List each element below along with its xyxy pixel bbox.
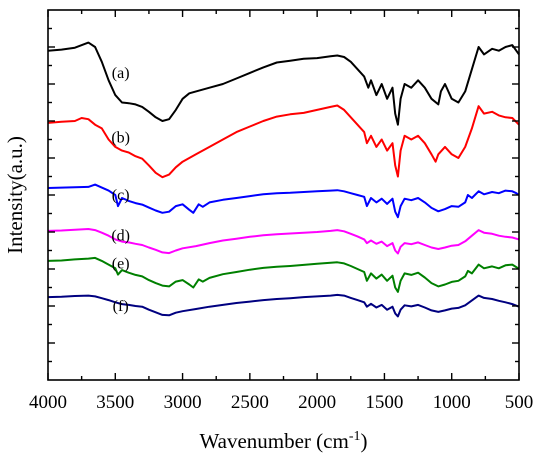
x-tick-label: 2000 xyxy=(298,392,336,413)
series-label-c: (c) xyxy=(112,187,130,204)
series-layer xyxy=(47,41,520,318)
series-line-d xyxy=(47,228,520,255)
x-axis-title-superscript: -1 xyxy=(349,429,361,444)
series-line-c xyxy=(47,183,520,219)
x-axis-title: Wavenumber (cm-1) xyxy=(200,429,368,453)
x-tick-label: 4000 xyxy=(29,392,67,413)
x-tick-label: 3000 xyxy=(164,392,202,413)
series-line-e xyxy=(47,256,520,293)
series-line-f xyxy=(47,293,520,318)
x-tick-labels: 4000 3500 3000 2500 2000 1500 1000 500 xyxy=(29,392,533,413)
series-label-b: (b) xyxy=(111,130,130,147)
series-line-b xyxy=(47,104,520,179)
series-label-a: (a) xyxy=(112,65,130,82)
series-line-a xyxy=(47,41,520,126)
x-tick-label: 3500 xyxy=(96,392,134,413)
x-axis-title-close: ) xyxy=(361,429,368,453)
y-axis-title: Intensity(a.u.) xyxy=(3,136,27,254)
x-tick-label: 1500 xyxy=(365,392,403,413)
series-label-e: (e) xyxy=(112,255,130,272)
series-label-d: (d) xyxy=(111,228,130,245)
x-tick-label: 2500 xyxy=(231,392,269,413)
series-label-f: (f) xyxy=(113,298,129,315)
x-tick-label: 500 xyxy=(505,392,534,413)
tick-layer xyxy=(47,10,520,380)
x-tick-label: 1000 xyxy=(433,392,471,413)
series-label-layer: (a) (b) (c) (d) (e) (f) xyxy=(111,65,130,315)
x-axis-title-main: Wavenumber (cm xyxy=(200,429,349,453)
